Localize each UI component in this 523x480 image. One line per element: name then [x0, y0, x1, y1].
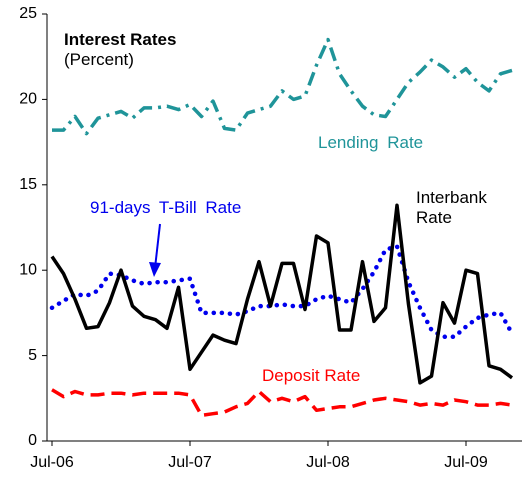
y-tick-label: 20	[19, 91, 37, 108]
line-series	[49, 244, 515, 340]
arrow	[154, 223, 161, 269]
y-tick-label: 0	[28, 432, 37, 449]
chart-title: Interest Rates	[64, 30, 177, 49]
x-tick-label: Jul-09	[444, 454, 488, 471]
y-tick-label: 5	[28, 347, 37, 364]
series-label: Lending Rate	[318, 133, 424, 152]
series-label: 91-days T-Bill Rate	[90, 198, 242, 217]
y-tick-label: 15	[19, 176, 37, 193]
arrow-head	[149, 262, 161, 277]
y-tick-label: 10	[19, 261, 37, 278]
chart-subtitle: (Percent)	[64, 50, 134, 69]
x-tick-label: Jul-08	[306, 454, 350, 471]
series-label: Interbank Rate	[416, 188, 487, 227]
x-tick-label: Jul-07	[168, 454, 212, 471]
x-tick-label: Jul-06	[30, 454, 74, 471]
line-series	[52, 37, 513, 136]
line-series	[50, 203, 514, 385]
line-series	[51, 388, 513, 418]
series-label: Deposit Rate	[262, 366, 361, 385]
y-tick-label: 25	[19, 5, 37, 22]
